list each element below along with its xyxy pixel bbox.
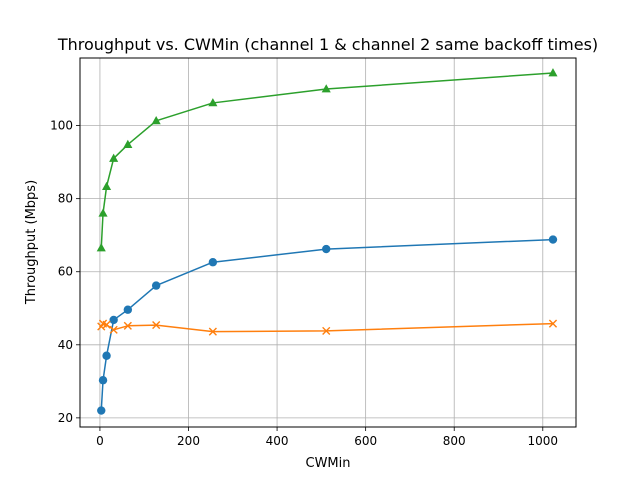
plot-frame [79, 57, 577, 428]
ticks: 0 200 400 600 800 1000 20 40 60 80 100 [50, 119, 558, 448]
series-2-point [322, 326, 331, 336]
series-3-point [208, 98, 218, 107]
series-1-point [208, 258, 218, 267]
x-tick-label: 200 [177, 434, 200, 448]
marker-layer [96, 68, 558, 415]
series-1-point [322, 244, 331, 254]
series-2-point [548, 319, 558, 328]
series-3-point [109, 153, 119, 162]
y-tick-label: 100 [50, 119, 73, 133]
series-2-point [102, 320, 111, 329]
series-1-point [109, 315, 118, 325]
gridlines [80, 58, 576, 427]
y-tick-label: 60 [58, 265, 73, 279]
series-3-point [98, 208, 108, 217]
y-tick-label: 80 [58, 192, 73, 206]
x-tick-label: 600 [354, 434, 377, 448]
series-2-point [152, 320, 161, 330]
y-tick-label: 40 [58, 338, 73, 352]
series-2-point [123, 321, 132, 330]
series-3-point [123, 139, 133, 148]
series-1-point [151, 281, 161, 290]
series-3-point [151, 116, 161, 125]
series-1-point [97, 406, 106, 415]
series-2-point [109, 325, 118, 334]
series-3-point [548, 68, 558, 77]
series-1-point [98, 376, 108, 385]
series-3-point [96, 243, 106, 252]
series-3-point [321, 84, 331, 93]
y-axis-label: Throughput (Mbps) [24, 180, 39, 305]
series-1-point [102, 351, 111, 360]
series-2-point [208, 327, 217, 336]
chart-title: Throughput vs. CWMin (channel 1 & channe… [57, 35, 598, 54]
series-3-point [102, 181, 112, 190]
x-tick-label: 400 [266, 434, 289, 448]
y-tick-label: 20 [58, 411, 73, 425]
x-tick-label: 800 [443, 434, 466, 448]
x-axis-label: CWMin [306, 456, 351, 471]
series-layer [100, 72, 554, 411]
series-1-point [548, 235, 558, 244]
x-tick-label: 1000 [528, 434, 559, 448]
series-3-line [100, 72, 554, 249]
series-1-point [123, 305, 133, 314]
x-tick-label: 0 [96, 434, 104, 448]
